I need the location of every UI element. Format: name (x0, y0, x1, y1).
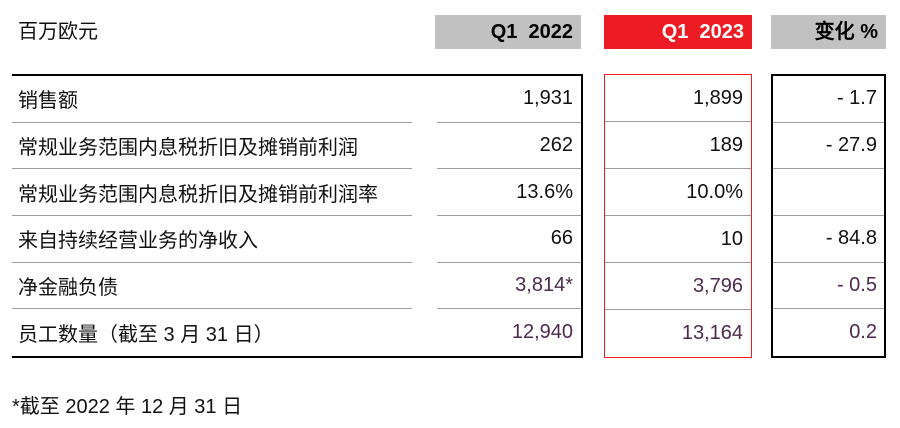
value-q1-2022-sales: 1,931 (437, 76, 581, 123)
value-change-ebitda-margin (773, 169, 884, 217)
value-q1-2022-ebitda: 262 (437, 123, 581, 170)
table-row: - 27.9 (773, 123, 884, 170)
table-row: 来自持续经营业务的净收入 66 (12, 216, 581, 263)
value-q1-2023-sales: 1,899 (605, 75, 751, 122)
table-row: 10 (605, 216, 751, 263)
row-label-net-income: 来自持续经营业务的净收入 (12, 216, 412, 263)
footnote: *截至 2022 年 12 月 31 日 (12, 396, 243, 418)
value-q1-2023-net-debt: 3,796 (605, 263, 751, 310)
row-label-ebitda: 常规业务范围内息税折旧及摊销前利润 (12, 123, 412, 170)
column-header-change: 变化 % (771, 15, 886, 49)
table-row: 员工数量（截至 3 月 31 日） 12,940 (12, 309, 581, 356)
value-q1-2023-net-income: 10 (605, 216, 751, 263)
value-q1-2022-net-income: 66 (437, 216, 581, 263)
table-row (773, 169, 884, 217)
table-row: 0.2 (773, 309, 884, 356)
value-q1-2023-employees: 13,164 (681, 322, 743, 344)
table-row: 189 (605, 122, 751, 169)
value-q1-2022-net-debt: 3,814* (437, 263, 581, 310)
value-change-ebitda: - 27.9 (773, 123, 884, 170)
value-q1-2022-employees: 12,940 (511, 321, 573, 344)
table-row: 3,796 (605, 263, 751, 310)
column-gap (412, 263, 437, 310)
table-row: 13,164 (605, 310, 751, 357)
column-header-q1-2023: Q1 2023 (604, 15, 752, 49)
table-row: 常规业务范围内息税折旧及摊销前利润 262 (12, 123, 581, 170)
table-row: 净金融负债 3,814* (12, 263, 581, 310)
label-and-q1-2022-column: 销售额 1,931 常规业务范围内息税折旧及摊销前利润 262 常规业务范围内息… (12, 74, 583, 358)
value-change-net-income: - 84.8 (773, 216, 884, 263)
table-row: - 84.8 (773, 216, 884, 263)
column-gap (412, 169, 437, 216)
q1-2023-column: 1,899 189 10.0% 10 3,796 13,164 (604, 74, 752, 358)
row-label-ebitda-margin: 常规业务范围内息税折旧及摊销前利润率 (12, 169, 412, 217)
table-row: - 0.5 (773, 263, 884, 310)
row-label-employees: 员工数量（截至 3 月 31 日） (18, 324, 274, 347)
value-q1-2023-ebitda-margin: 10.0% (605, 169, 751, 216)
value-q1-2023-ebitda: 189 (605, 122, 751, 169)
column-gap (412, 309, 437, 356)
column-gap (412, 123, 437, 170)
table-row: 销售额 1,931 (12, 76, 581, 123)
table-row: 10.0% (605, 169, 751, 216)
row-label-net-debt: 净金融负债 (12, 263, 412, 310)
value-change-net-debt: - 0.5 (773, 263, 884, 310)
table-row: 常规业务范围内息税折旧及摊销前利润率 13.6% (12, 169, 581, 217)
change-percent-column: - 1.7 - 27.9 - 84.8 - 0.5 0.2 (771, 74, 886, 358)
column-gap (412, 216, 437, 263)
value-q1-2022-ebitda-margin: 13.6% (437, 169, 581, 217)
row-label-sales: 销售额 (12, 76, 412, 123)
column-gap (412, 76, 437, 123)
column-header-q1-2022: Q1 2022 (435, 15, 581, 49)
table-row: - 1.7 (773, 76, 884, 123)
value-change-employees: 0.2 (849, 321, 877, 344)
table-row: 1,899 (605, 75, 751, 122)
value-change-sales: - 1.7 (773, 76, 884, 123)
unit-label: 百万欧元 (18, 21, 98, 43)
